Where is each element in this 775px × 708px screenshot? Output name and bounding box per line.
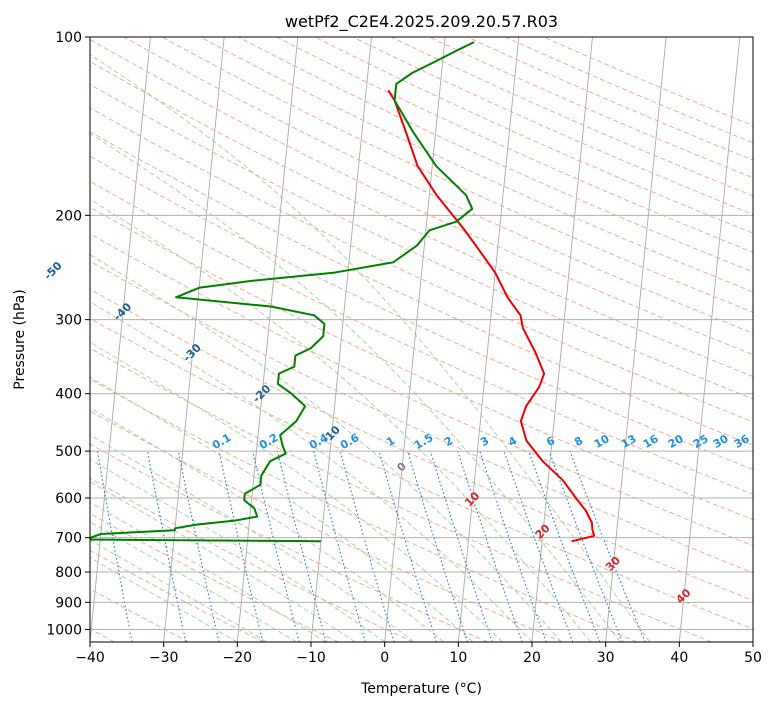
moist-adiabat-line	[90, 301, 533, 642]
y-tick-label: 700	[55, 531, 82, 547]
dry-adiabat-line	[90, 155, 753, 470]
dewpoint-profile	[90, 41, 475, 543]
x-tick-label: −40	[75, 650, 105, 666]
moist-adiabat-line	[90, 254, 562, 642]
mixing-ratio-line	[378, 450, 437, 642]
y-tick-label: 900	[55, 595, 82, 611]
y-tick-label: 300	[55, 313, 82, 329]
dry-adiabat-line	[505, 37, 753, 144]
dry-adiabat-line	[161, 37, 753, 313]
mixing-ratio-line	[457, 450, 523, 642]
x-tick-label: 50	[744, 650, 762, 666]
x-axis-label: Temperature (°C)	[360, 681, 482, 697]
moist-adiabat-line	[90, 133, 621, 642]
dry-adiabat-line	[90, 61, 753, 378]
x-tick-label: −30	[149, 650, 179, 666]
dry-adiabat-line	[199, 37, 753, 293]
y-tick-label: 800	[55, 565, 82, 581]
x-tick-label: −20	[223, 650, 253, 666]
dry-adiabat-line	[90, 107, 753, 423]
dry-adiabat-line	[314, 37, 753, 234]
isotherm-line	[678, 37, 741, 642]
dry-adiabat-line	[90, 83, 753, 400]
x-tick-label: 10	[449, 650, 467, 666]
moist-adiabat-line	[90, 521, 297, 642]
x-tick-label: 30	[597, 650, 615, 666]
mixing-ratio-line	[429, 450, 493, 642]
moist-adiabat-line	[90, 54, 651, 642]
isotherm-line	[605, 37, 667, 642]
isotherm-line	[90, 37, 151, 642]
dry-adiabat-line	[390, 37, 753, 197]
temperature-profile	[387, 89, 596, 543]
background-lines	[90, 37, 753, 642]
moist-adiabat-line	[90, 481, 356, 642]
moist-adiabat-line	[90, 376, 474, 642]
mixing-ratio-line	[276, 450, 327, 642]
dry-adiabat-line	[123, 37, 753, 334]
dry-adiabat-line	[90, 288, 753, 601]
pressure-gridlines	[90, 37, 753, 630]
dry-adiabat-line	[90, 347, 712, 642]
x-tick-label: −10	[296, 650, 326, 666]
mixing-ratio-line	[146, 450, 187, 642]
moist-adiabat-line	[90, 557, 238, 642]
y-axis-ticks: 100 200 300 400 500 600 700 800 900 1000	[46, 30, 90, 638]
x-tick-label: 0	[380, 650, 389, 666]
y-tick-label: 100	[55, 30, 82, 46]
series-layer	[90, 41, 596, 543]
y-tick-label: 500	[55, 444, 82, 460]
dry-adiabat-line	[90, 260, 753, 574]
isotherm-line	[384, 37, 446, 642]
moist-adiabat-line	[90, 539, 268, 642]
y-axis-label: Pressure (hPa)	[12, 289, 28, 389]
chart-title: wetPf2_C2E4.2025.209.20.57.R03	[285, 12, 558, 32]
dry-adiabat-line	[90, 410, 563, 642]
mixing-ratio-line	[177, 450, 220, 642]
mixing-ratio-line	[479, 450, 547, 642]
mixing-ratio-line	[313, 450, 366, 642]
mixing-ratio-line	[252, 450, 300, 642]
x-axis-ticks: −40 −30 −20 −10 0 10 20 30 40 50	[75, 642, 762, 666]
y-tick-label: 600	[55, 491, 82, 507]
y-tick-label: 1000	[46, 622, 82, 638]
mixing-ratio-line	[339, 450, 395, 642]
dry-adiabat-line	[90, 378, 638, 642]
moist-adiabat-line	[90, 407, 444, 642]
dry-adiabat-line	[90, 206, 753, 521]
plot-frame	[89, 36, 754, 643]
mixing-ratio-line	[503, 450, 574, 642]
x-tick-label: 40	[670, 650, 688, 666]
dry-adiabat-line	[352, 37, 753, 215]
dry-adiabat-line	[90, 317, 753, 630]
x-tick-label: 20	[523, 650, 541, 666]
moist-adiabat-line	[90, 458, 385, 642]
mixing-ratio-line	[407, 450, 469, 642]
y-tick-label: 400	[55, 387, 82, 403]
mixing-ratio-line	[96, 451, 133, 642]
y-tick-label: 200	[55, 208, 82, 224]
mixing-ratio-line	[218, 450, 264, 642]
